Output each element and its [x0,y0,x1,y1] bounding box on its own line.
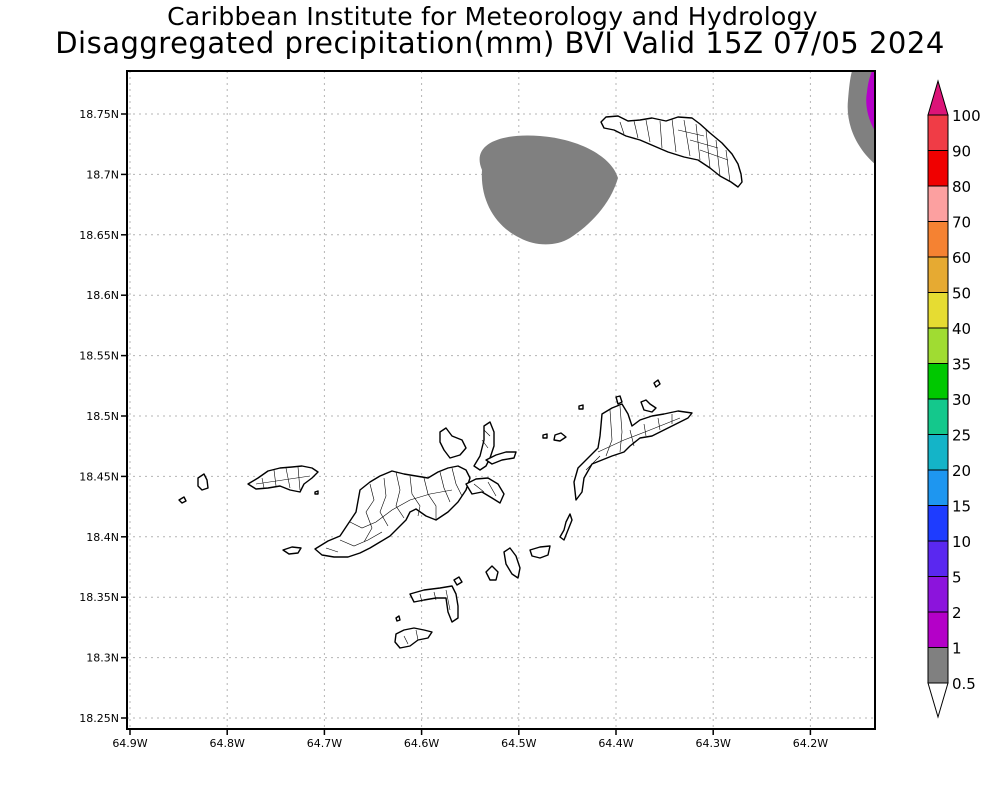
colorbar-label: 0.5 [952,675,976,693]
colorbar-label: 40 [952,320,971,338]
colorbar-box [927,434,949,471]
colorbar-bottom-arrow [927,682,949,719]
colorbar-label: 100 [952,107,981,125]
island-salt-island [503,547,521,579]
colorbar-label: 10 [952,533,971,551]
latitude-axis: 18.75N 18.7N 18.65N 18.6N 18.55N 18.5N 18.45N 1… [79,108,127,725]
island-necker [653,379,661,388]
colorbar-label: 90 [952,143,971,161]
colorbar-box [927,185,949,222]
colorbar-label: 5 [952,569,962,587]
island-eustatia [640,399,657,413]
colorbar-label: 20 [952,462,971,480]
colorbar-top-arrow [927,79,949,116]
colorbar-box [927,114,949,151]
lat-tick-label: 18.4N [86,531,119,544]
colorbar-label: 1 [952,640,962,658]
island-west-cays [247,465,319,493]
lat-tick-label: 18.7N [86,168,119,181]
precip-layer [479,71,875,245]
lon-tick-label: 64.6W [404,737,439,750]
colorbar-box [927,647,949,684]
island-subdivision-lines [255,118,731,645]
island-camanoe [485,451,517,465]
lat-tick-label: 18.5N [86,410,119,423]
lat-tick-label: 18.3N [86,652,119,665]
island-beef-island [465,477,505,504]
island-peter [409,585,459,623]
colorbar-label: 35 [952,356,971,374]
plot-frame [126,70,876,730]
colorbar-box [927,221,949,258]
lat-tick-label: 18.55N [79,350,119,363]
lon-tick-label: 64.4W [598,737,633,750]
island-small-north-1 [542,433,548,439]
colorbar-box [927,576,949,613]
lat-tick-label: 18.6N [86,289,119,302]
island-marina-cay [553,432,567,442]
colorbar-box [927,256,949,293]
lat-tick-label: 18.35N [79,591,119,604]
longitude-axis: 64.9W 64.8W 64.7W 64.6W 64.5W 64.4W 64.3W 64.2W [112,729,828,750]
island-anegada [600,115,743,188]
colorbar-box [927,398,949,435]
colorbar-box [927,611,949,648]
island-cooper [485,565,499,581]
institution-title: Caribbean Institute for Meteorology and … [167,2,818,31]
colorbar-box [927,540,949,577]
lat-tick-label: 18.65N [79,229,119,242]
lon-tick-label: 64.3W [696,737,731,750]
island-virgin-gorda [573,403,693,501]
lat-tick-label: 18.25N [79,712,119,725]
lon-tick-label: 64.2W [793,737,828,750]
island-far-west-1 [197,473,209,491]
precip-colorbar: 100 90 80 70 60 50 40 35 30 25 20 15 10 5 2 1 0.5 [927,79,981,719]
island-flanagan [395,615,401,622]
colorbar-label: 25 [952,427,971,445]
island-dead-chest [453,576,463,586]
lon-tick-label: 64.7W [307,737,342,750]
island-little-thatch [282,546,302,555]
colorbar-label: 30 [952,391,971,409]
colorbar-label: 2 [952,604,962,622]
island-ginger [529,545,551,559]
lat-tick-label: 18.75N [79,108,119,121]
colorbar-label: 70 [952,214,971,232]
island-small-north-2 [578,404,584,410]
precip-area-purple-northeast [866,71,875,131]
colorbar-box [927,505,949,542]
island-far-west-2 [178,496,187,504]
colorbar-label: 60 [952,249,971,267]
colorbar-box [927,363,949,400]
colorbar-box [927,327,949,364]
colorbar-box [927,292,949,329]
island-fallen-jerusalem [559,513,573,541]
lon-tick-label: 64.9W [112,737,147,750]
lon-tick-label: 64.8W [210,737,245,750]
island-jost-van-dyke [439,427,467,459]
island-tortola [314,465,471,558]
island-tiny-1 [314,490,319,495]
island-outlines [178,115,743,649]
lat-tick-label: 18.45N [79,470,119,483]
colorbar-label: 15 [952,498,971,516]
colorbar-label: 50 [952,285,971,303]
island-norman [394,627,433,649]
colorbar-box [927,469,949,506]
colorbar-label: 80 [952,178,971,196]
precip-area-grey-north-center [479,135,618,245]
lon-tick-label: 64.5W [501,737,536,750]
product-title: Disaggregated precipitation(mm) BVI Vali… [55,26,945,60]
island-mosquito [615,395,623,405]
colorbar-box [927,150,949,187]
